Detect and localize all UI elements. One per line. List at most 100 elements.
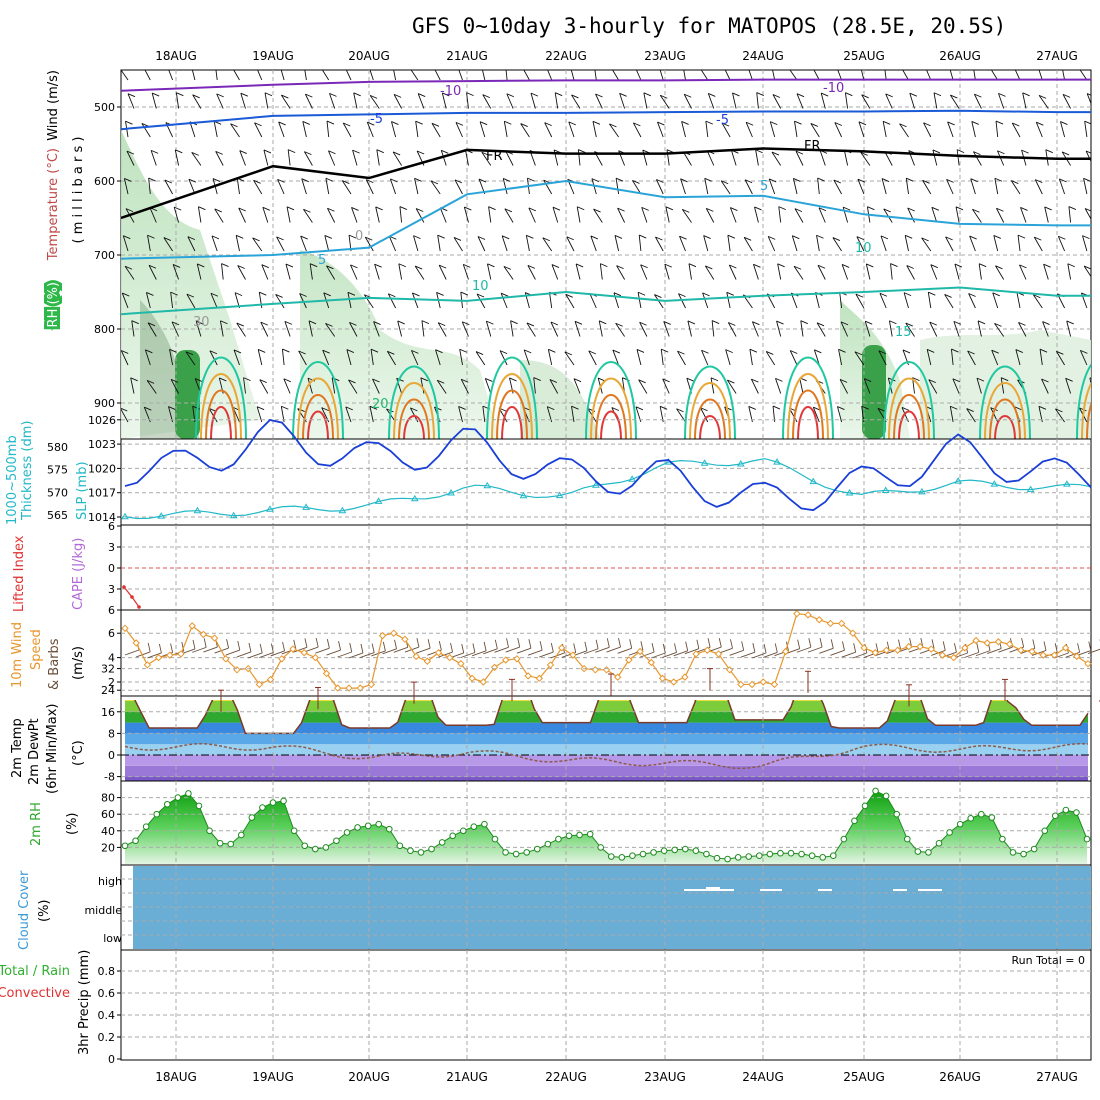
wind-barb-flag	[834, 122, 843, 126]
wind-barb	[196, 263, 202, 280]
wind-barb	[121, 70, 129, 81]
wind-barb-flag	[281, 405, 289, 410]
wind-barb-flag	[436, 291, 444, 296]
wind-barb	[1000, 377, 1005, 394]
wind-barb	[816, 235, 820, 252]
wind-barb-flag	[590, 235, 599, 240]
wind-barb	[994, 178, 999, 195]
wind-barb	[832, 237, 842, 252]
wind-barb	[577, 149, 581, 166]
warm-dome	[898, 410, 920, 439]
wind-barb	[436, 379, 447, 394]
wind-barb	[164, 179, 173, 195]
rh-point	[851, 817, 858, 825]
wind-barb	[677, 350, 686, 366]
wind-point	[334, 684, 342, 692]
rh-point	[555, 835, 562, 843]
wind-barb-flag	[1011, 180, 1019, 184]
wind-barb-flag	[954, 263, 963, 268]
date-label: 23AUG	[644, 49, 686, 63]
wind-barb-flag	[634, 65, 641, 68]
label-5-a: 5	[760, 179, 768, 194]
wind-barb-flag	[280, 65, 287, 68]
wind-barb	[571, 406, 575, 423]
wind-barb	[1042, 321, 1049, 337]
wind-barb-flag	[615, 322, 623, 327]
wind-barb-flag	[729, 264, 737, 269]
wind-barb-flag	[1056, 350, 1064, 355]
wind-barb-flag	[275, 294, 283, 298]
wind-point	[1050, 651, 1059, 659]
wind-barb	[655, 236, 664, 252]
wind-barb	[482, 406, 486, 423]
warm-dome	[393, 382, 435, 439]
wind-barb	[971, 121, 976, 138]
wind-barb	[393, 94, 402, 109]
wind-point	[311, 653, 320, 662]
wind-barb-flag	[542, 237, 550, 242]
wind-barb	[995, 121, 999, 138]
wind-barb	[392, 151, 402, 166]
wind-barb-flag	[753, 263, 761, 268]
wind-point	[143, 661, 152, 669]
tick-label: 0.4	[98, 1009, 116, 1022]
wind-barb-flag	[768, 235, 776, 240]
wind-barb-flag	[350, 264, 358, 269]
wind-barb	[284, 321, 291, 337]
surface-barb	[292, 646, 308, 653]
wind-barb	[420, 377, 425, 394]
wind-barb	[130, 377, 135, 394]
wind-barb	[530, 92, 536, 109]
rh-point	[977, 810, 985, 818]
wind-barb-flag	[466, 92, 474, 97]
wind-barb	[659, 70, 664, 81]
wind-barb	[660, 349, 664, 366]
isotherm-3	[121, 179, 1091, 260]
precip-grid	[121, 950, 1091, 1060]
wind-barb-flag	[150, 149, 159, 154]
wind-barb-flag	[967, 350, 975, 355]
wind-barb-flag	[505, 64, 512, 67]
wind-barb-flag	[861, 405, 869, 410]
thickness-point	[990, 480, 999, 487]
wind-barb-flag	[130, 377, 138, 382]
wind-barb	[484, 378, 492, 394]
surface-barb-flag	[651, 643, 655, 653]
slp-tick: 1014	[88, 511, 116, 524]
wind-barb-flag	[989, 66, 996, 69]
wind-barb	[324, 235, 330, 252]
wind-barb-flag	[370, 348, 379, 353]
rh-point	[459, 827, 467, 835]
wind-barb-flag	[170, 378, 179, 383]
wind-barb	[834, 122, 843, 138]
wind-barb-flag	[728, 322, 736, 326]
precip-unit: 3hr Precip (mm)	[77, 950, 92, 1055]
slp-tick: 1026	[88, 414, 116, 427]
wind-barb-flag	[683, 64, 690, 67]
surface-barb-flag	[1054, 643, 1058, 653]
wind-barb-flag	[901, 406, 910, 411]
date-label: 23AUG	[644, 1070, 686, 1084]
wind-point	[815, 616, 823, 624]
wind-barb-flag	[230, 123, 238, 128]
surface-barb-flag	[226, 639, 230, 649]
rh-point	[861, 802, 869, 810]
wind-barb	[946, 179, 954, 195]
wind-barb-flag	[127, 93, 136, 98]
wind-barb	[173, 206, 180, 223]
wind-barb-flag	[708, 93, 716, 97]
wind-barb	[304, 151, 313, 166]
wind-barb	[348, 379, 358, 394]
wind-barb	[453, 237, 463, 252]
rh-point	[681, 845, 689, 853]
wind-barb	[744, 179, 753, 195]
wind-barb	[662, 378, 670, 394]
wind-barb-flag	[956, 149, 965, 154]
wind-barb-flag	[909, 92, 917, 97]
surface-barb	[225, 649, 240, 656]
surface-barb	[807, 646, 823, 653]
thickness-point	[519, 491, 528, 499]
wind-barb	[170, 379, 179, 394]
wind-barb	[216, 93, 224, 109]
wind-barb	[209, 350, 218, 366]
